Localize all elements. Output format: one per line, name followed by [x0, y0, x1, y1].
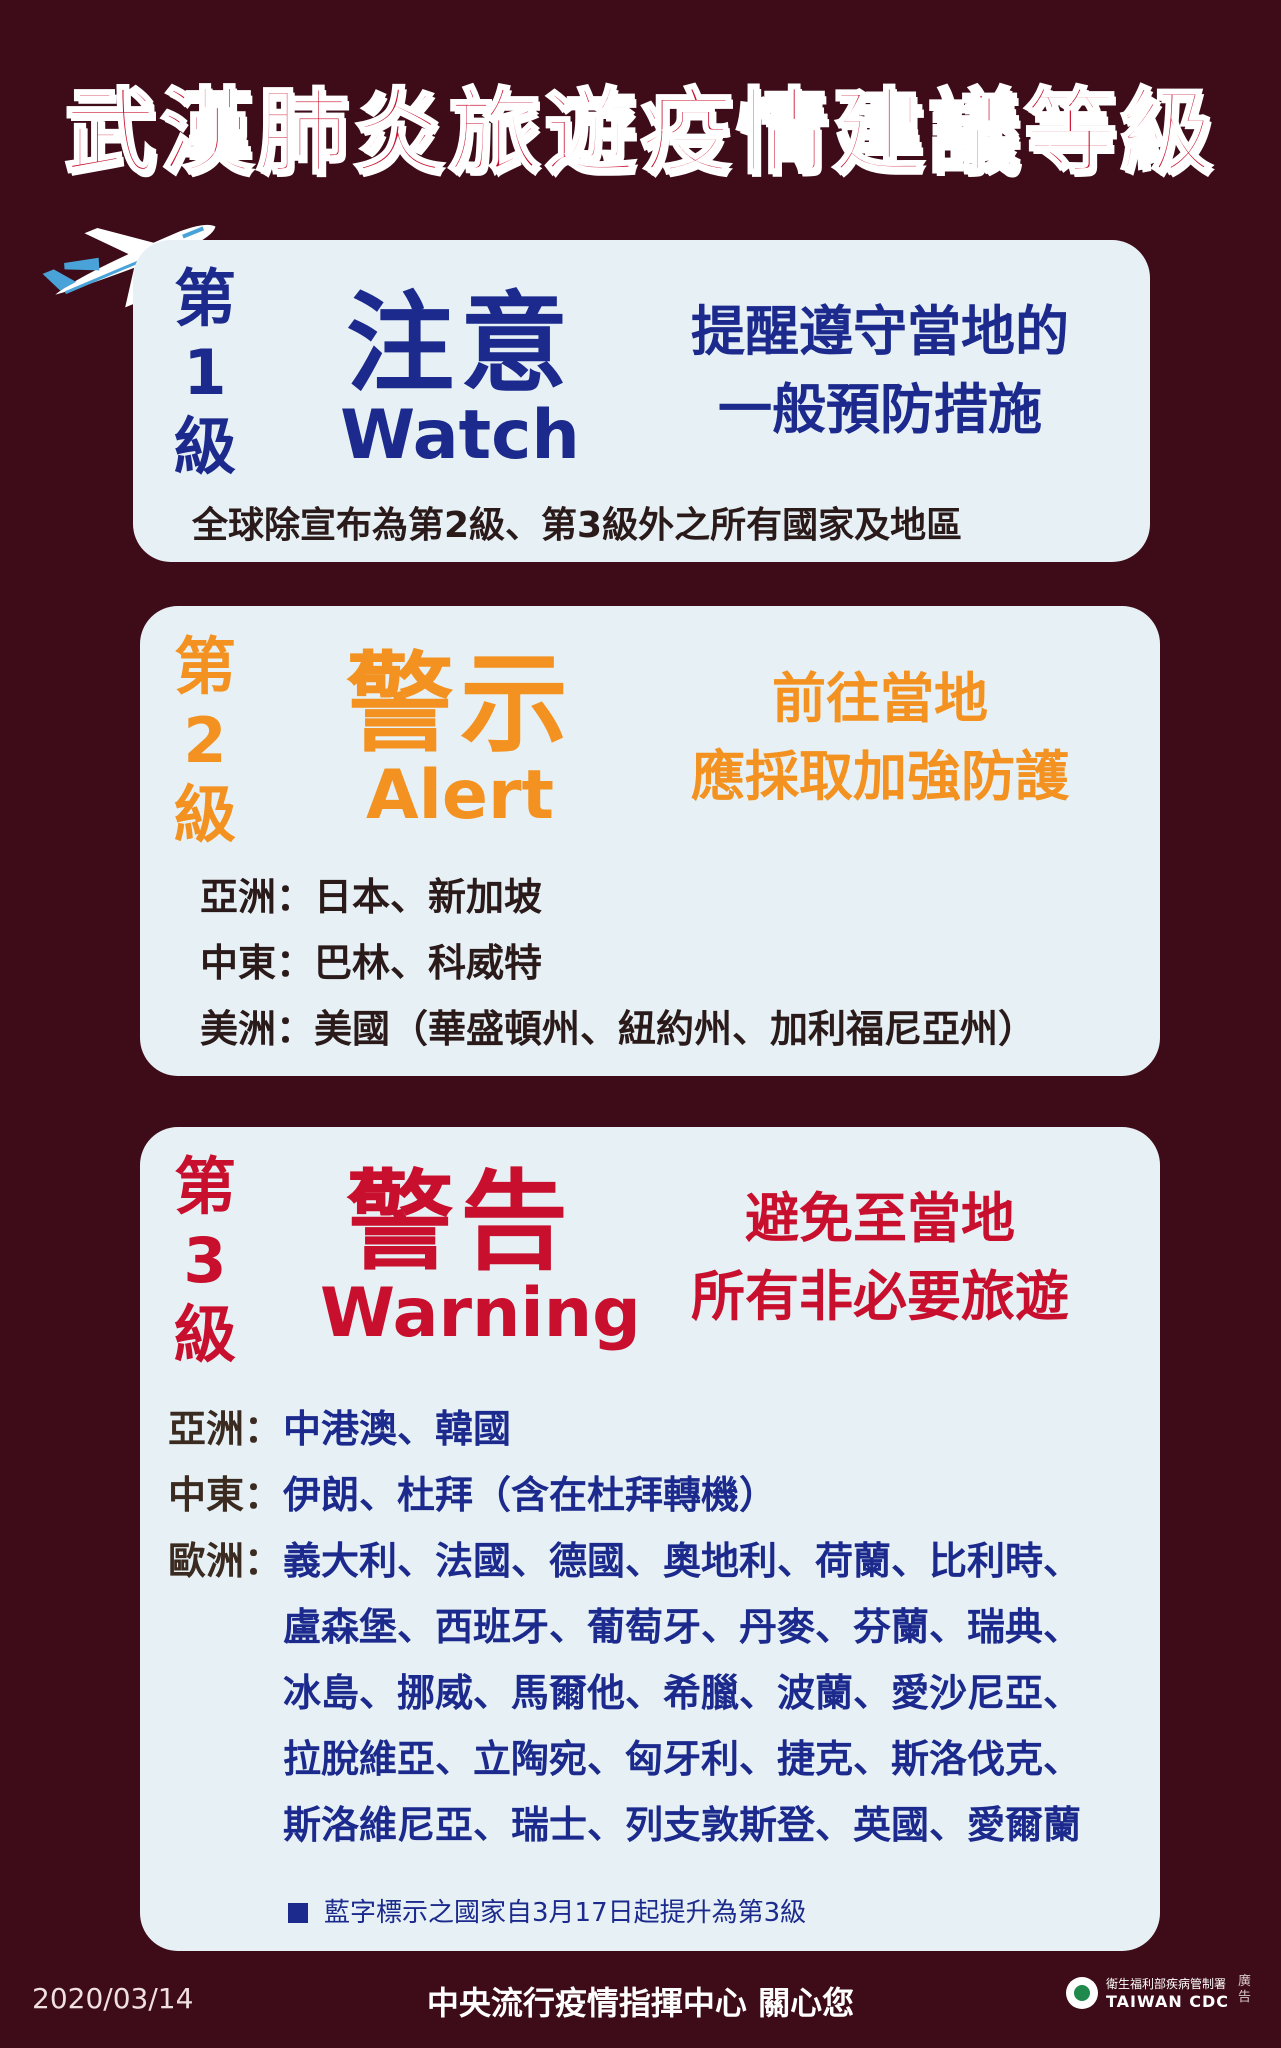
level-3-name: 警告 Warning	[320, 1160, 641, 1353]
region-row-asia: 亞洲：日本、新加坡	[200, 875, 543, 919]
region-row-europe: 歐洲： 義大利、法國、德國、奧地利、荷蘭、比利時、 盧森堡、西班牙、葡萄牙、丹麥…	[168, 1539, 1082, 1847]
region-row-asia: 亞洲： 中港澳、韓國	[168, 1407, 512, 1451]
level-3-card	[140, 1127, 1160, 1951]
level-2-region-list: 亞洲：日本、新加坡 中東：巴林、科威特 美洲：美國（華盛頓州、紐約州、加利福尼亞…	[200, 864, 1036, 1062]
level-1-advice: 提醒遵守當地的 一般預防措施	[691, 300, 1069, 441]
level-3-advice: 避免至當地 所有非必要旅遊	[691, 1187, 1069, 1328]
level-3-ordinal: 第 3 級	[173, 1150, 236, 1371]
taiwan-cdc-logo: 衛生福利部疾病管制署 TAIWAN CDC	[1066, 1975, 1229, 2011]
level-2-card	[140, 606, 1160, 1076]
page-title: 武漢肺炎旅遊疫情建議等級	[63, 78, 1217, 188]
level-2-ordinal: 第 2 級	[173, 630, 236, 851]
level-3-region-list: 亞洲： 中港澳、韓國 中東： 伊朗、杜拜（含在杜拜轉機） 歐洲： 義大利、法國、…	[168, 1396, 1081, 1858]
level-2-advice: 前往當地 應採取加強防護	[691, 667, 1069, 808]
level-1-scope: 全球除宣布為第2級、第3級外之所有國家及地區	[192, 505, 963, 546]
level-1-card	[133, 240, 1150, 562]
level-1-ordinal: 第 1 級	[173, 262, 236, 483]
level-1-name: 注意 Watch	[340, 282, 580, 475]
footer-center-text: 中央流行疫情指揮中心 關心您	[426, 1984, 855, 2022]
region-row-americas: 美洲：美國（華盛頓州、紐約州、加利福尼亞州）	[200, 1007, 1037, 1051]
publish-date: 2020/03/14	[32, 1982, 194, 2015]
ad-mark: 廣告	[1238, 1974, 1252, 2005]
level-2-name: 警示 Alert	[345, 642, 574, 835]
blue-square-icon	[288, 1903, 308, 1923]
region-row-middle-east: 中東：巴林、科威特	[200, 941, 543, 985]
legend-note: 藍字標示之國家自3月17日起提升為第3級	[288, 1892, 806, 1929]
cdc-emblem-icon	[1066, 1977, 1098, 2009]
region-row-middle-east: 中東： 伊朗、杜拜（含在杜拜轉機）	[168, 1473, 778, 1517]
